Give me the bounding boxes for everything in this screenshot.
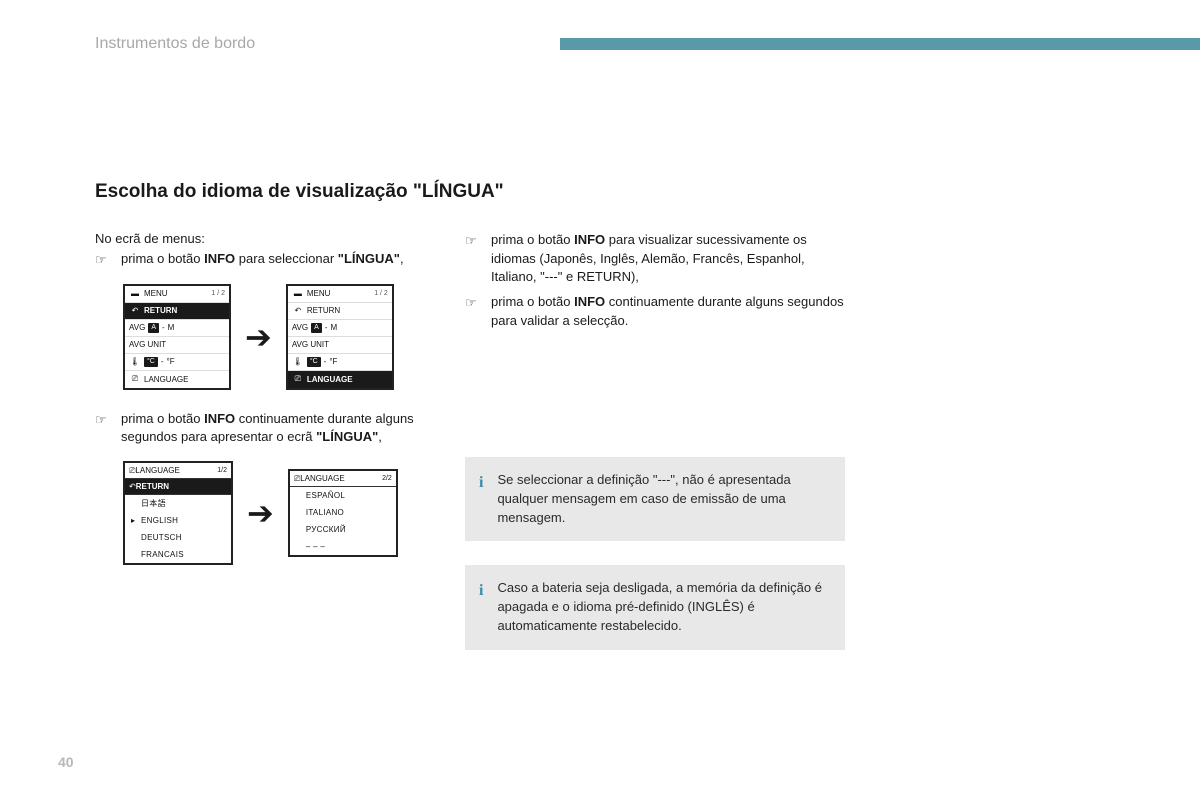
column-left: No ecrã de menus: ☞ prima o botão INFO p…: [95, 231, 425, 650]
globe-icon: ⎚: [292, 374, 304, 384]
diagram-language: ⎚LANGUAGE1/2 ↶RETURN 日本語 ▸ENGLISH DEUTSC…: [123, 461, 425, 565]
bullet-text: prima o botão INFO para seleccionar "LÍN…: [121, 250, 425, 270]
intro-text: No ecrã de menus:: [95, 231, 425, 246]
info-icon: i: [479, 471, 483, 528]
bullet-text: prima o botão INFO continuamente durante…: [491, 293, 845, 331]
page-header: Instrumentos de bordo: [95, 32, 1200, 56]
diagram-menu: ▬MENU1 / 2 ↶RETURN AVG A - M AVG UNIT 🌡°…: [123, 284, 425, 390]
column-right: ☞ prima o botão INFO para visualizar suc…: [465, 231, 845, 650]
lcd-lang-page2: ⎚LANGUAGE2/2 ESPAÑOL ITALIANO РУССКИЙ – …: [288, 469, 398, 557]
bullet-item: ☞ prima o botão INFO para visualizar suc…: [465, 231, 845, 288]
return-arrow-icon: ↶: [129, 306, 141, 316]
main-content: Escolha do idioma de visualização "LÍNGU…: [95, 180, 855, 650]
return-arrow-icon: ↶: [292, 306, 304, 316]
thermo-icon: 🌡: [129, 357, 141, 367]
arrow-right-icon: ➔: [247, 497, 274, 529]
hand-icon: ☞: [465, 293, 491, 331]
info-note: i Se seleccionar a definição "---", não …: [465, 457, 845, 542]
hand-icon: ☞: [465, 231, 491, 288]
arrow-right-icon: ➔: [245, 321, 272, 353]
info-note-text: Caso a bateria seja desligada, a memória…: [497, 579, 827, 636]
return-arrow-icon: ↶: [129, 482, 136, 491]
toolbox-icon: ▬: [129, 289, 141, 299]
hand-icon: ☞: [95, 250, 121, 270]
bullet-item: ☞ prima o botão INFO continuamente duran…: [465, 293, 845, 331]
lcd-lang-page1: ⎚LANGUAGE1/2 ↶RETURN 日本語 ▸ENGLISH DEUTSC…: [123, 461, 233, 565]
page-number: 40: [58, 754, 74, 770]
caret-icon: ▸: [131, 516, 141, 525]
page-title: Escolha do idioma de visualização "LÍNGU…: [95, 180, 855, 205]
thermo-icon: 🌡: [292, 357, 304, 367]
bullet-item: ☞ prima o botão INFO para seleccionar "L…: [95, 250, 425, 270]
bullet-text: prima o botão INFO para visualizar suces…: [491, 231, 845, 288]
bullet-text: prima o botão INFO continuamente durante…: [121, 410, 425, 448]
toolbox-icon: ▬: [292, 289, 304, 299]
info-icon: i: [479, 579, 483, 636]
bullet-item: ☞ prima o botão INFO continuamente duran…: [95, 410, 425, 448]
info-note-text: Se seleccionar a definição "---", não é …: [497, 471, 827, 528]
info-note: i Caso a bateria seja desligada, a memór…: [465, 565, 845, 650]
globe-icon: ⎚: [129, 374, 141, 384]
header-stripe: [560, 38, 1200, 50]
lcd-menu-before: ▬MENU1 / 2 ↶RETURN AVG A - M AVG UNIT 🌡°…: [123, 284, 231, 390]
section-title: Instrumentos de bordo: [95, 35, 255, 53]
lcd-menu-after: ▬MENU1 / 2 ↶RETURN AVG A - M AVG UNIT 🌡°…: [286, 284, 394, 390]
hand-icon: ☞: [95, 410, 121, 448]
